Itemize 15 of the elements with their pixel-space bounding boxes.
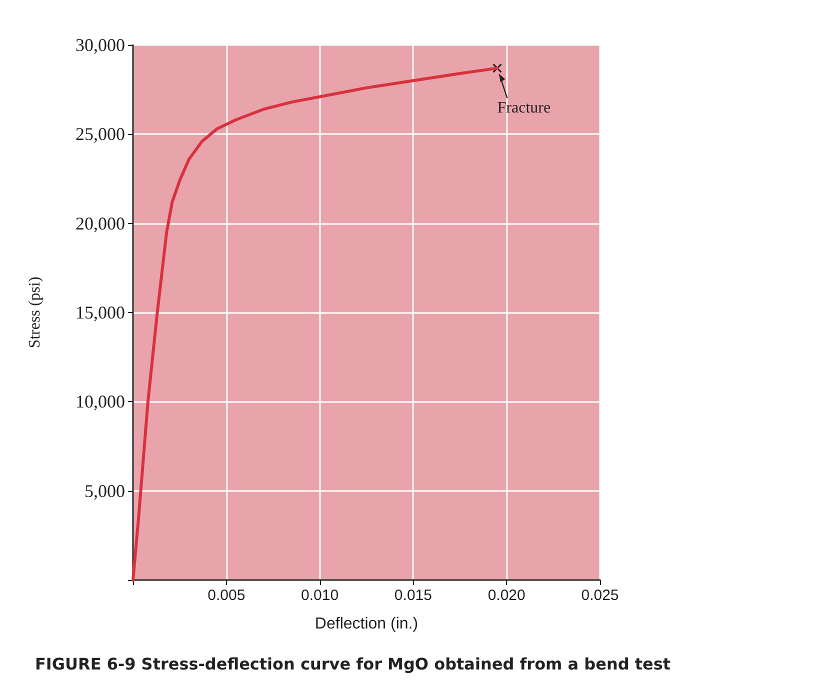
y-tick-label: 20,000 — [76, 213, 125, 234]
y-tick-label: 30,000 — [76, 35, 125, 55]
annotation: Fracture — [497, 100, 551, 117]
y-axis-title: Stress (psi) — [26, 276, 44, 348]
x-tick-label: 0.015 — [394, 587, 432, 604]
x-tick-label: 0.025 — [581, 587, 619, 604]
x-tick-label: 0.020 — [488, 587, 526, 604]
x-tick-label: 0.005 — [208, 587, 246, 604]
y-tick-label: 25,000 — [76, 124, 125, 144]
y-tick-label: 15,000 — [76, 302, 125, 322]
x-axis-title: Deflection (in.) — [314, 616, 418, 632]
x-tick-label: 0.010 — [301, 587, 339, 604]
y-tick-label: 5,000 — [84, 480, 125, 501]
y-tick-label: 10,000 — [76, 392, 125, 412]
text: FIGURE 6-9 Stress-deflection curve for MgO obtained from a bend test — [35, 654, 671, 674]
